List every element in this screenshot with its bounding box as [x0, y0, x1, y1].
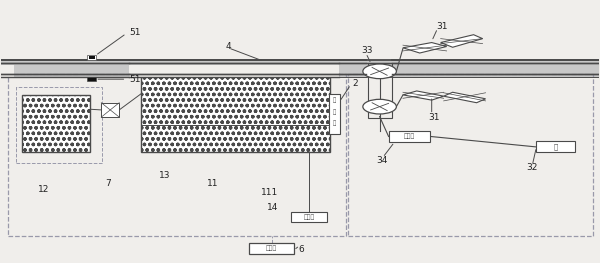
Text: 51: 51 [130, 75, 141, 84]
Text: 31: 31 [429, 113, 440, 122]
Text: 水: 水 [332, 109, 336, 115]
Polygon shape [403, 91, 443, 100]
Bar [101, 103, 119, 117]
Bar [142, 74, 330, 153]
Text: 34: 34 [377, 156, 388, 165]
Bar [368, 63, 392, 118]
Bar [291, 212, 327, 222]
Bar [22, 95, 91, 153]
Bar [389, 131, 430, 142]
Text: 111: 111 [261, 189, 278, 198]
Bar [536, 141, 575, 153]
Text: 口: 口 [332, 121, 336, 127]
Text: 32: 32 [526, 163, 538, 172]
Circle shape [363, 99, 397, 114]
Text: 控制器: 控制器 [266, 246, 277, 251]
Bar [249, 243, 294, 255]
Bar [1, 65, 14, 78]
Text: 供水箱: 供水箱 [404, 134, 415, 139]
Text: 12: 12 [38, 185, 49, 194]
Text: 排水管: 排水管 [304, 214, 314, 220]
Bar [22, 95, 91, 153]
Text: 6: 6 [299, 245, 305, 254]
Text: 33: 33 [361, 47, 373, 55]
Text: 出: 出 [332, 97, 336, 103]
Text: 4: 4 [225, 42, 231, 51]
Bar [88, 77, 97, 81]
Bar [329, 94, 340, 134]
Text: 泵: 泵 [554, 144, 558, 150]
Bar [88, 55, 97, 59]
Text: 31: 31 [436, 22, 448, 31]
Text: 2: 2 [352, 79, 358, 88]
Bar [8, 74, 346, 236]
Bar [348, 74, 593, 236]
Text: 13: 13 [160, 171, 171, 180]
Bar [1, 59, 599, 77]
Bar [130, 65, 339, 78]
Polygon shape [403, 43, 446, 53]
Text: 14: 14 [267, 203, 278, 212]
Bar [16, 87, 103, 163]
Polygon shape [443, 92, 485, 103]
Bar [89, 56, 95, 59]
Text: 7: 7 [106, 179, 111, 188]
Text: 11: 11 [207, 179, 219, 188]
Bar [142, 74, 330, 153]
Circle shape [363, 64, 397, 79]
Text: 51: 51 [130, 28, 141, 37]
Polygon shape [440, 35, 482, 47]
